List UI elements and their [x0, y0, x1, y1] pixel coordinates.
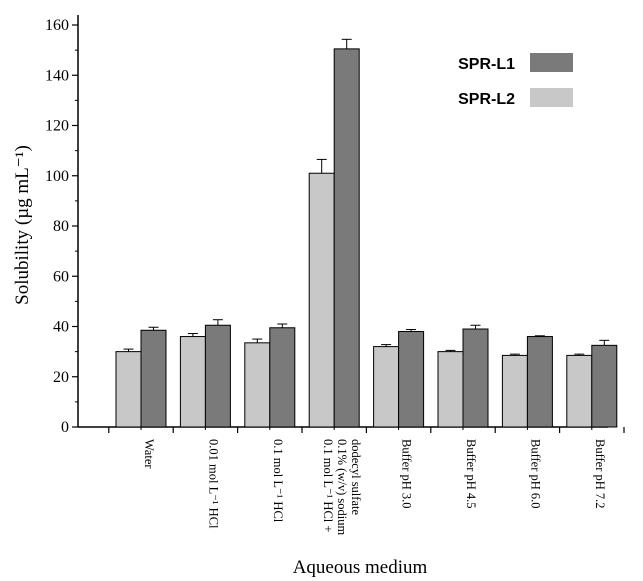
- y-tick-label: 100: [45, 168, 69, 185]
- legend-swatch: [530, 88, 573, 107]
- bar-spr-l2: [115, 351, 142, 428]
- bar-spr-l1: [204, 324, 231, 428]
- x-category-label: Buffer pH 7.2: [593, 439, 607, 509]
- category-labels: Water 0.01 mol L⁻¹ HCl 0.1 mol L⁻¹ HCl 0.1 …: [142, 439, 607, 535]
- x-category-label: Water: [142, 439, 156, 469]
- bar-spr-l2: [179, 336, 206, 428]
- x-category-label: Buffer pH 3.0: [400, 439, 414, 509]
- y-tick-label: 80: [53, 218, 69, 235]
- legend-label: SPR-L1: [458, 56, 515, 73]
- y-tick-label: 40: [53, 319, 69, 336]
- bar-spr-l2: [244, 342, 271, 428]
- y-tick-label: 160: [45, 17, 69, 34]
- bar-spr-l2: [437, 351, 464, 428]
- y-tick-label: 20: [53, 369, 69, 386]
- bars: [115, 38, 618, 428]
- x-category-label: 0.1% (w/v) sodium: [335, 439, 349, 535]
- bar-spr-l2: [308, 172, 335, 428]
- x-category-label: 0.01 mol L⁻¹ HCl: [206, 439, 220, 529]
- x-axis-title: Aqueous medium: [293, 557, 428, 578]
- bar-spr-l1: [462, 328, 489, 428]
- legend: SPR-L1 SPR-L2: [458, 53, 573, 108]
- legend-label: SPR-L2: [458, 91, 515, 108]
- y-tick-label: 60: [53, 268, 69, 285]
- y-tick-label: 140: [45, 67, 69, 84]
- y-tick-label: 0: [61, 419, 69, 436]
- bar-spr-l1: [333, 48, 360, 428]
- y-tick-label: 120: [45, 118, 69, 135]
- bar-spr-l1: [269, 327, 296, 428]
- bar-spr-l1: [591, 344, 618, 428]
- bar-spr-l1: [140, 329, 167, 428]
- bar-spr-l2: [373, 346, 400, 428]
- x-category-label: 0.1 mol L⁻¹ HCl +: [321, 439, 335, 532]
- y-axis-title: Solubility (µg mL⁻¹): [12, 145, 33, 305]
- bar-spr-l2: [566, 354, 593, 428]
- bar-spr-l1: [398, 331, 425, 428]
- x-category-label: dodecyl sulfate: [349, 439, 363, 515]
- bar-spr-l2: [501, 354, 528, 428]
- x-category-label: Buffer pH 6.0: [528, 439, 542, 509]
- x-category-label: Buffer pH 4.5: [464, 439, 478, 509]
- bar-spr-l1: [526, 336, 553, 428]
- x-category-label: 0.1 mol L⁻¹ HCl: [271, 439, 285, 523]
- legend-swatch: [530, 53, 573, 72]
